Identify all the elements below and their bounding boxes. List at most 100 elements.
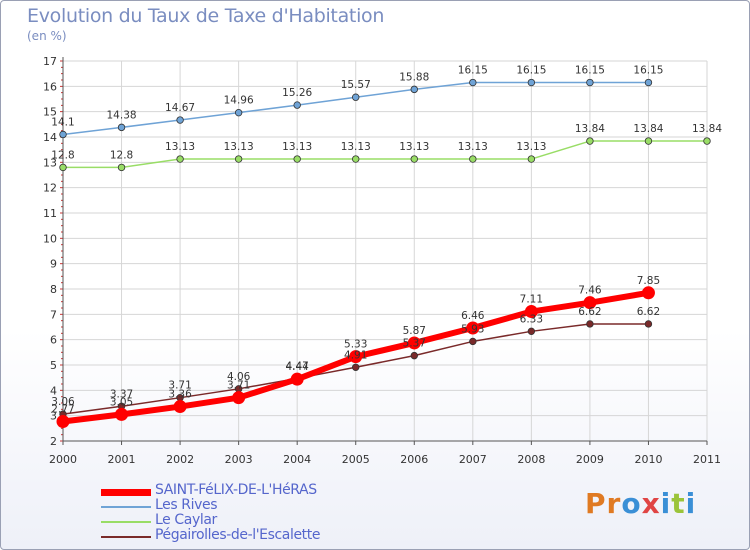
series-0 (56, 286, 655, 428)
data-label: 16.15 (575, 65, 605, 77)
chart-title: Evolution du Taux de Taxe d'Habitation (27, 5, 385, 27)
x-tick-label: 2007 (459, 453, 487, 466)
data-label: 12.8 (110, 149, 133, 161)
x-tick-label: 2009 (576, 453, 604, 466)
x-tick-label: 2008 (517, 453, 545, 466)
data-point (644, 137, 653, 145)
data-point (176, 116, 184, 124)
data-label: 6.62 (578, 306, 601, 318)
legend-swatch (101, 521, 151, 523)
x-tick-label: 2010 (634, 453, 662, 466)
data-label: 7.85 (637, 275, 660, 287)
data-label: 16.15 (516, 65, 546, 77)
data-label: 7.46 (578, 285, 602, 297)
data-point (56, 414, 70, 428)
y-tick-label: 5 (50, 359, 57, 372)
x-tick-label: 2002 (166, 453, 194, 466)
data-point (644, 320, 653, 328)
data-point (117, 163, 126, 172)
data-label: 16.15 (458, 65, 488, 77)
data-point (234, 155, 243, 163)
logo-letter: P (585, 487, 607, 520)
data-point (352, 93, 360, 101)
y-tick-label: 2 (50, 435, 57, 448)
data-label: 13.13 (165, 141, 195, 153)
data-label: 5.37 (403, 338, 426, 350)
data-label: 3.37 (110, 388, 133, 400)
data-label: 3.71 (227, 380, 250, 392)
x-tick-label: 2005 (342, 453, 370, 466)
series-line (63, 140, 707, 169)
legend-swatch (101, 488, 151, 496)
data-label: 4.44 (285, 361, 309, 373)
y-tick-label: 9 (50, 258, 57, 271)
data-label: 12.8 (51, 149, 74, 161)
data-point (641, 286, 655, 300)
data-point (59, 130, 67, 139)
legend-label: Le Caylar (155, 512, 217, 528)
data-point (527, 78, 536, 87)
data-label: 7.11 (520, 294, 543, 306)
y-tick-label: 15 (43, 106, 57, 119)
data-label: 4.47 (285, 360, 308, 372)
data-label: 6.33 (520, 313, 543, 325)
data-point (407, 336, 421, 350)
data-point (410, 85, 418, 94)
x-tick-label: 2001 (108, 453, 136, 466)
data-label: 6.62 (637, 306, 660, 318)
data-point (644, 78, 653, 87)
data-label: 6.46 (461, 310, 485, 322)
logo-letter: i (685, 487, 697, 520)
data-label: 5.33 (344, 339, 367, 351)
y-tick-label: 13 (43, 156, 57, 169)
series-lines (56, 78, 711, 428)
legend-label: Pégairolles-de-l'Escalette (155, 527, 321, 543)
legend-label: SAINT-FéLIX-DE-L'HéRAS (155, 482, 317, 498)
x-tick-label: 2006 (400, 453, 428, 466)
data-label: 13.13 (282, 141, 312, 153)
data-label: 13.84 (692, 123, 722, 135)
data-point (290, 372, 304, 386)
data-label: 14.38 (107, 109, 137, 121)
data-point (469, 337, 477, 346)
data-point (234, 108, 243, 117)
grid (62, 60, 708, 442)
data-label: 5.87 (403, 325, 426, 337)
data-label: 14.1 (51, 116, 74, 128)
data-label: 15.57 (341, 79, 371, 91)
data-label: 13.13 (516, 141, 546, 153)
y-tick-label: 3 (50, 410, 57, 423)
data-label: 16.15 (633, 65, 663, 77)
data-label: 13.84 (633, 123, 663, 135)
data-point (173, 400, 187, 414)
x-tick-labels: 2000 2001 2002 2003 2004 2005 2006 2007 2008 2009… (49, 453, 721, 466)
y-tick-label: 17 (43, 55, 57, 68)
data-label: 3.36 (168, 389, 192, 401)
legend-swatch (101, 536, 151, 538)
data-label: 13.84 (575, 123, 605, 135)
data-point (524, 305, 538, 319)
y-tick-label: 7 (50, 308, 57, 321)
data-label: 3.71 (168, 380, 191, 392)
legend-swatch (101, 506, 151, 508)
data-point (586, 137, 594, 145)
data-point (352, 155, 360, 163)
data-label: 15.26 (282, 87, 312, 99)
logo-letter: x (641, 487, 661, 520)
data-point (586, 78, 594, 87)
data-label: 4.06 (227, 371, 251, 383)
data-label: 13.13 (458, 141, 488, 153)
y-tick-label: 8 (50, 283, 57, 296)
data-point (293, 101, 301, 109)
y-tick-label: 6 (50, 334, 57, 347)
chart-subtitle: (en %) (27, 29, 67, 43)
data-point (117, 123, 126, 132)
y-tick-label: 4 (50, 384, 57, 397)
x-tick-label: 2000 (49, 453, 77, 466)
data-point (466, 321, 480, 335)
data-point (410, 155, 418, 163)
y-tick-labels: 2 3 4 5 6 7 8 9 10 11 12 13 14 15 16 17 (43, 55, 57, 448)
data-point (586, 320, 594, 328)
logo-letter: r (606, 487, 622, 520)
